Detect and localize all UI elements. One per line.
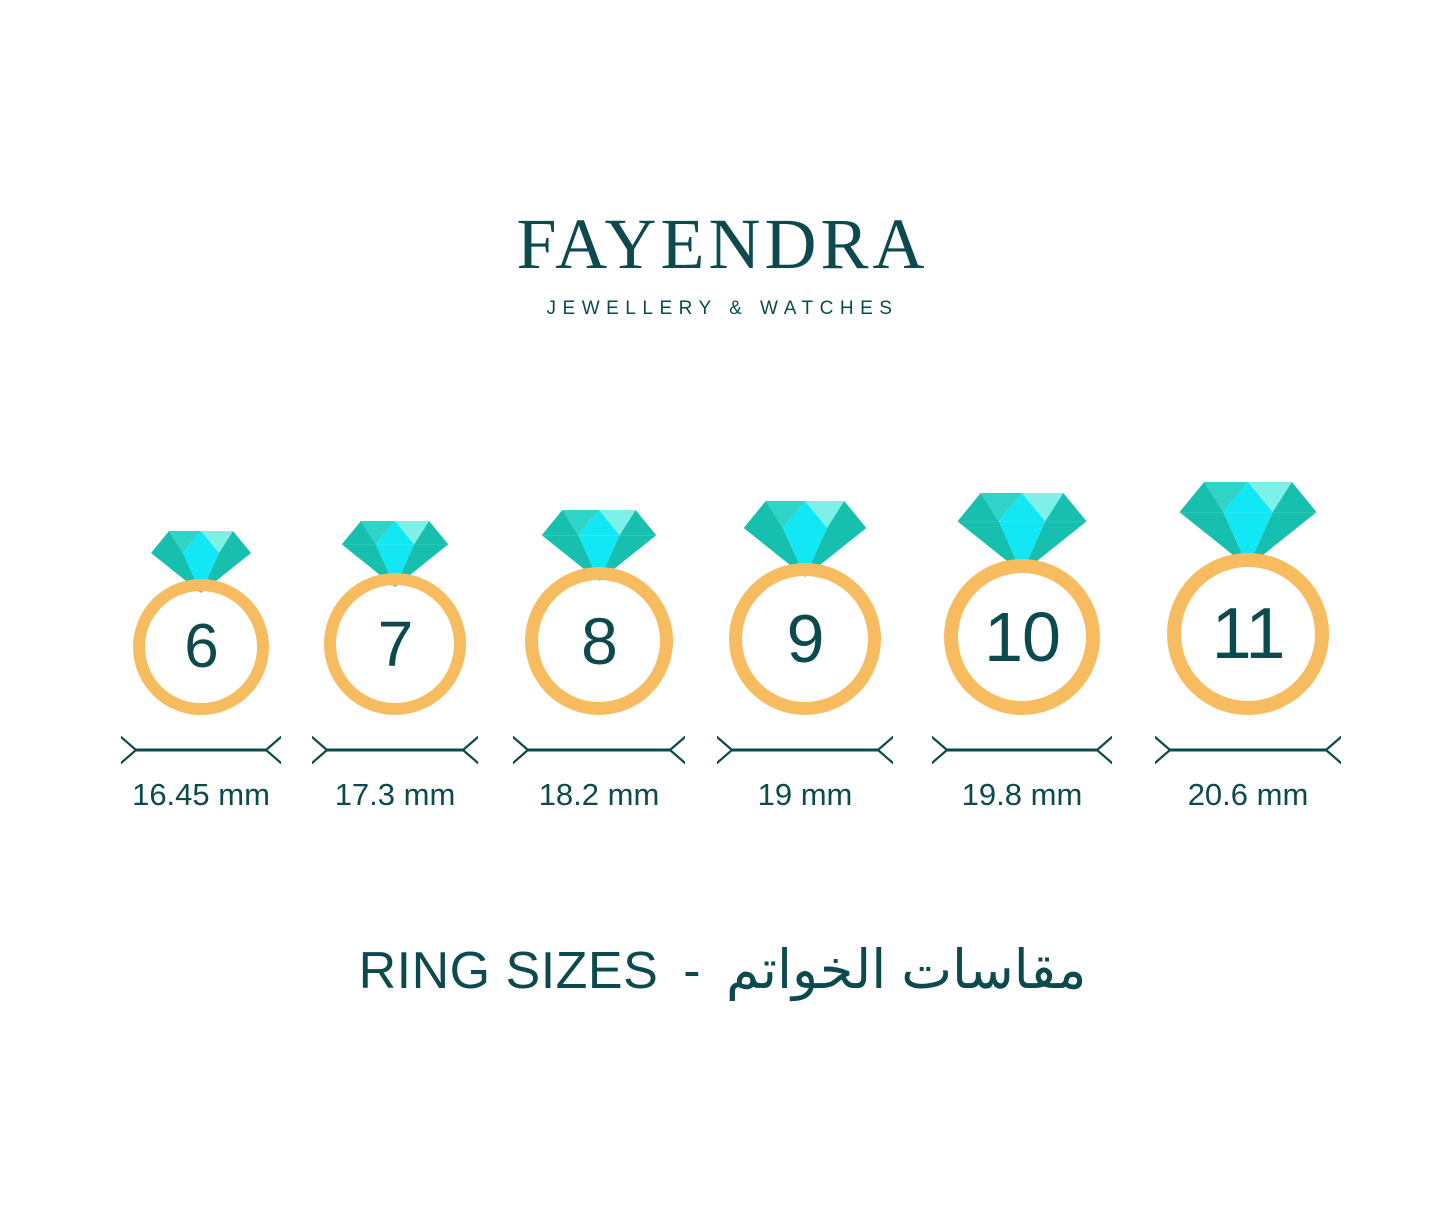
ring-illustration: 10 xyxy=(944,493,1100,715)
brand-header: FAYENDRA JEWELLERY & WATCHES xyxy=(0,208,1445,320)
page-title-separator: - xyxy=(683,942,702,1000)
ring-band: 7 xyxy=(324,573,466,715)
ring-measurement-label: 19 mm xyxy=(757,777,853,812)
ring-size-item[interactable]: 8 18.2 mm xyxy=(513,510,685,813)
dimension-line xyxy=(513,735,685,765)
ring-band: 11 xyxy=(1167,553,1329,715)
ring-illustration: 7 xyxy=(324,521,466,715)
brand-name: FAYENDRA xyxy=(516,204,929,284)
ring-size-number: 7 xyxy=(377,608,414,680)
ring-size-item[interactable]: 7 17.3 mm xyxy=(312,521,478,813)
ring-measurement-label: 16.45 mm xyxy=(132,777,270,812)
ring-size-item[interactable]: 11 20.6 mm xyxy=(1155,482,1341,813)
brand-tagline: JEWELLERY & WATCHES xyxy=(546,298,899,319)
ring-size-number: 9 xyxy=(786,601,825,677)
ring-size-item[interactable]: 6 16.45 mm xyxy=(121,531,281,813)
dimension-line xyxy=(717,735,893,765)
ring-size-item[interactable]: 10 19.8 mm xyxy=(932,493,1112,813)
ring-size-number: 10 xyxy=(984,598,1061,676)
ring-band: 6 xyxy=(133,579,269,715)
dimension-line xyxy=(312,735,478,765)
diamond-gem-icon xyxy=(341,521,449,587)
ring-size-row: 6 16.45 mm 7 17.3 mm 8 18.2 mm 9 19 mm 10 19.8 mm… xyxy=(0,448,1445,813)
diamond-gem-icon xyxy=(541,510,657,581)
page-title: RING SIZES - مقاسات الخواتم xyxy=(0,938,1445,1001)
ring-measurement-label: 20.6 mm xyxy=(1187,777,1309,812)
ring-illustration: 6 xyxy=(133,531,269,715)
dimension-line xyxy=(932,735,1112,765)
ring-band: 9 xyxy=(729,563,881,715)
ring-measurement-label: 17.3 mm xyxy=(334,777,456,812)
page-title-arabic: مقاسات الخواتم xyxy=(726,940,1087,1000)
diamond-gem-icon xyxy=(1179,482,1317,567)
ring-size-number: 6 xyxy=(184,612,218,681)
ring-measurement-label: 18.2 mm xyxy=(538,777,660,812)
dimension-line xyxy=(121,735,281,765)
ring-band: 10 xyxy=(944,559,1100,715)
ring-band: 8 xyxy=(525,567,673,715)
ring-illustration: 9 xyxy=(729,501,881,715)
ring-measurement-label: 19.8 mm xyxy=(961,777,1083,812)
ring-size-number: 11 xyxy=(1211,594,1286,674)
ring-size-number: 8 xyxy=(581,604,618,678)
ring-illustration: 11 xyxy=(1167,482,1329,715)
ring-illustration: 8 xyxy=(525,510,673,715)
ring-size-item[interactable]: 9 19 mm xyxy=(717,501,893,813)
page-title-english: RING SIZES xyxy=(358,942,659,1000)
dimension-line xyxy=(1155,735,1341,765)
diamond-gem-icon xyxy=(957,493,1087,573)
